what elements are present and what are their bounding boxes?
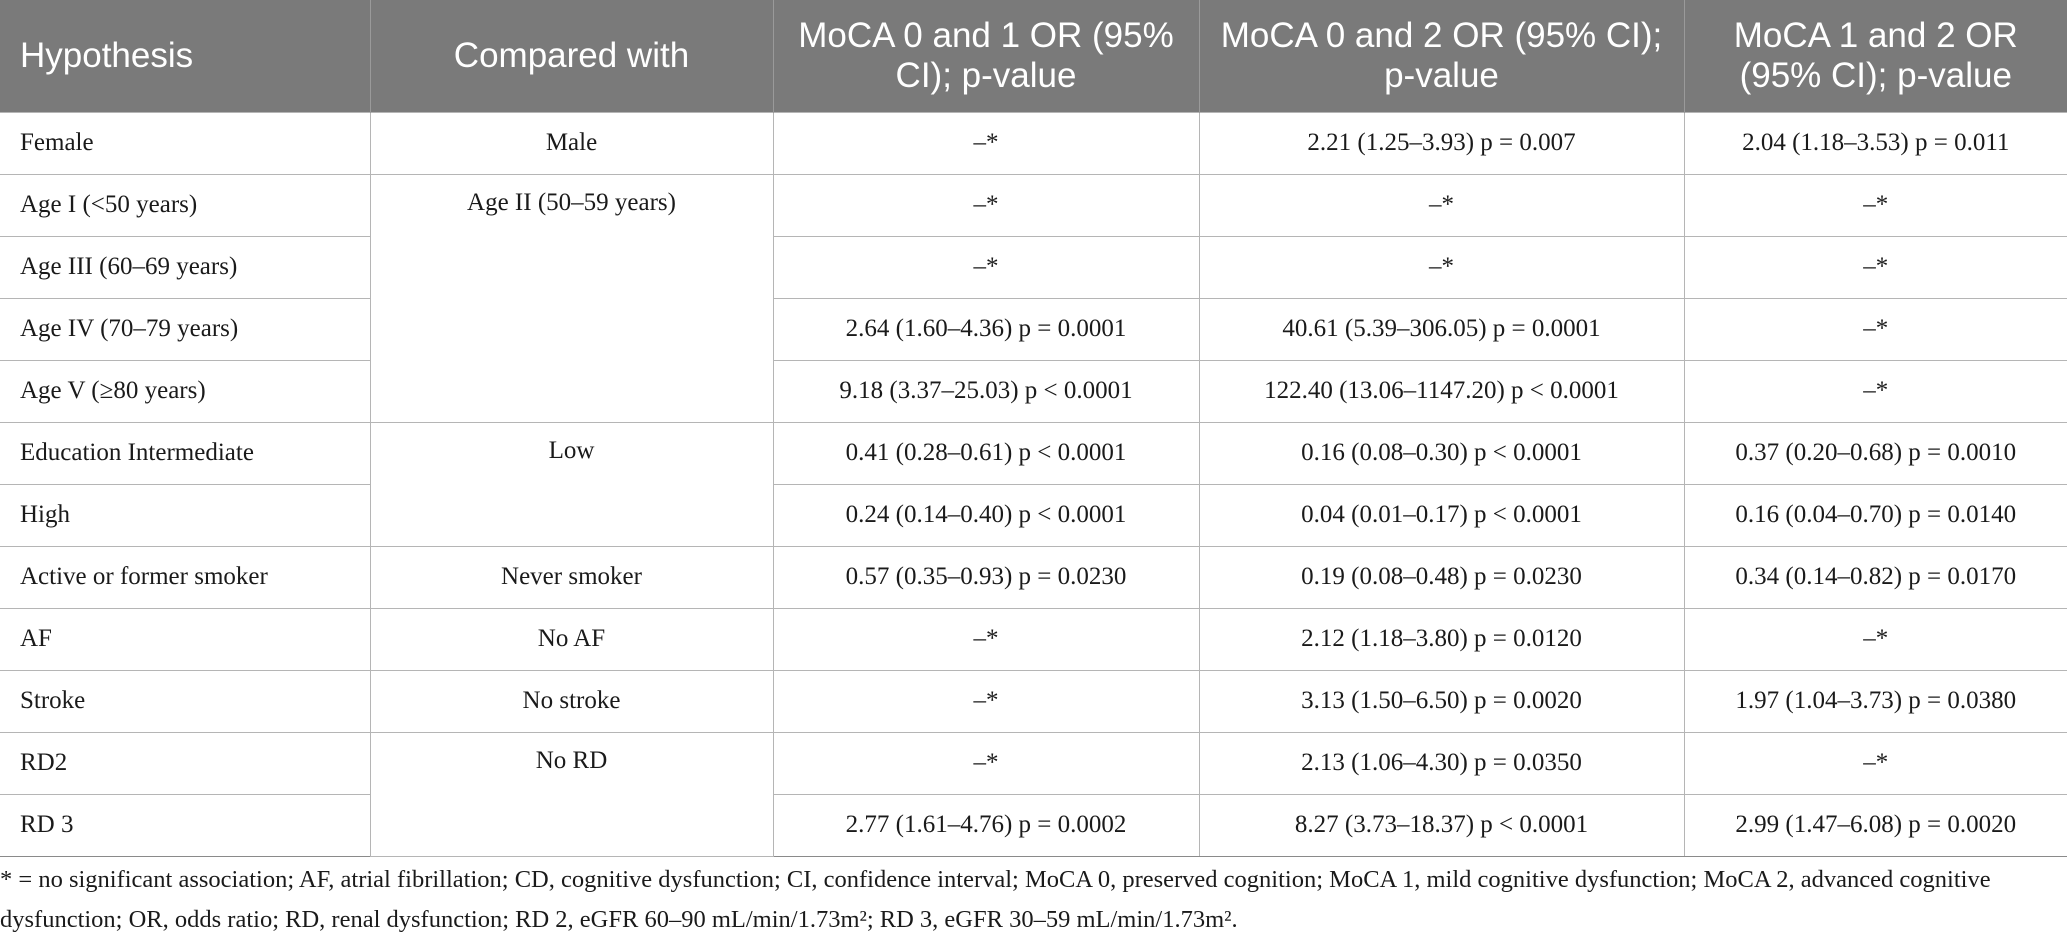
- moca-0-1-cell: –*: [772, 607, 1200, 671]
- moca-0-1-cell: 2.77 (1.61–4.76) p = 0.0002: [772, 793, 1200, 857]
- table-row: Active or former smoker Never smoker 0.5…: [0, 545, 2067, 609]
- moca-1-2-cell: –*: [1683, 297, 2067, 361]
- table-row: AF No AF –* 2.12 (1.18–3.80) p = 0.0120 …: [0, 607, 2067, 671]
- moca-0-2-cell: 0.19 (0.08–0.48) p = 0.0230: [1198, 545, 1685, 609]
- moca-1-2-cell: –*: [1683, 607, 2067, 671]
- moca-1-2-cell: –*: [1683, 359, 2067, 423]
- moca-0-2-cell: –*: [1198, 235, 1685, 299]
- moca-1-2-cell: 0.37 (0.20–0.68) p = 0.0010: [1683, 421, 2067, 485]
- table-row: RD 3 2.77 (1.61–4.76) p = 0.0002 8.27 (3…: [0, 793, 2067, 857]
- table-row: RD2 No RD –* 2.13 (1.06–4.30) p = 0.0350…: [0, 731, 2067, 857]
- table-row: Education Intermediate Low 0.41 (0.28–0.…: [0, 421, 2067, 547]
- moca-0-1-cell: 9.18 (3.37–25.03) p < 0.0001: [772, 359, 1200, 423]
- moca-0-1-cell: –*: [772, 111, 1200, 175]
- hypothesis-cell: Age I (<50 years): [0, 173, 371, 237]
- table-container: Hypothesis Compared with MoCA 0 and 1 OR…: [0, 0, 2067, 857]
- hypothesis-cell: High: [0, 483, 371, 547]
- compared-with-cell: No AF: [369, 607, 774, 671]
- hypothesis-cell: Age III (60–69 years): [0, 235, 371, 299]
- moca-1-2-cell: 2.04 (1.18–3.53) p = 0.011: [1683, 111, 2067, 175]
- moca-1-2-cell: 2.99 (1.47–6.08) p = 0.0020: [1683, 793, 2067, 857]
- table-row: Stroke No stroke –* 3.13 (1.50–6.50) p =…: [0, 669, 2067, 733]
- hypothesis-cell: Female: [0, 111, 371, 175]
- table-row: Age III (60–69 years) –* –* –*: [0, 235, 2067, 299]
- moca-0-2-cell: 3.13 (1.50–6.50) p = 0.0020: [1198, 669, 1685, 733]
- compared-with-cell: Never smoker: [369, 545, 774, 609]
- table-row: Female Male –* 2.21 (1.25–3.93) p = 0.00…: [0, 111, 2067, 175]
- hypothesis-cell: AF: [0, 607, 371, 671]
- moca-0-2-cell: 8.27 (3.73–18.37) p < 0.0001: [1198, 793, 1685, 857]
- header-moca-0-1: MoCA 0 and 1 OR (95% CI); p-value: [772, 0, 1199, 112]
- moca-1-2-cell: 1.97 (1.04–3.73) p = 0.0380: [1683, 669, 2067, 733]
- moca-1-2-cell: –*: [1683, 731, 2067, 795]
- moca-0-2-cell: 0.04 (0.01–0.17) p < 0.0001: [1198, 483, 1685, 547]
- table-row: Age V (≥80 years) 9.18 (3.37–25.03) p < …: [0, 359, 2067, 423]
- hypothesis-cell: RD 3: [0, 793, 371, 857]
- moca-0-2-cell: 122.40 (13.06–1147.20) p < 0.0001: [1198, 359, 1685, 423]
- header-row: Hypothesis Compared with MoCA 0 and 1 OR…: [0, 0, 2067, 112]
- header-compared-with: Compared with: [369, 0, 773, 112]
- moca-0-1-cell: 2.64 (1.60–4.36) p = 0.0001: [772, 297, 1200, 361]
- compared-with-cell: No stroke: [369, 669, 774, 733]
- moca-0-1-cell: –*: [772, 235, 1200, 299]
- moca-0-2-cell: –*: [1198, 173, 1685, 237]
- hypothesis-cell: Stroke: [0, 669, 371, 733]
- moca-0-1-cell: 0.24 (0.14–0.40) p < 0.0001: [772, 483, 1200, 547]
- hypothesis-cell: Active or former smoker: [0, 545, 371, 609]
- moca-0-2-cell: 2.13 (1.06–4.30) p = 0.0350: [1198, 731, 1685, 795]
- moca-1-2-cell: –*: [1683, 235, 2067, 299]
- table-row: High 0.24 (0.14–0.40) p < 0.0001 0.04 (0…: [0, 483, 2067, 547]
- table-row: Age I (<50 years) Age II (50–59 years) –…: [0, 173, 2067, 423]
- table-footnote: * = no significant association; AF, atri…: [0, 866, 1991, 933]
- hypothesis-cell: RD2: [0, 731, 371, 795]
- compared-with-cell: Low: [369, 421, 774, 547]
- compared-with-cell: No RD: [369, 731, 774, 857]
- moca-0-1-cell: 0.41 (0.28–0.61) p < 0.0001: [772, 421, 1200, 485]
- moca-1-2-cell: –*: [1683, 173, 2067, 237]
- moca-0-2-cell: 2.12 (1.18–3.80) p = 0.0120: [1198, 607, 1685, 671]
- moca-0-2-cell: 2.21 (1.25–3.93) p = 0.007: [1198, 111, 1685, 175]
- moca-0-1-cell: –*: [772, 669, 1200, 733]
- table-row: Age IV (70–79 years) 2.64 (1.60–4.36) p …: [0, 297, 2067, 361]
- moca-1-2-cell: 0.34 (0.14–0.82) p = 0.0170: [1683, 545, 2067, 609]
- header-moca-0-2: MoCA 0 and 2 OR (95% CI); p-value: [1198, 0, 1684, 112]
- moca-1-2-cell: 0.16 (0.04–0.70) p = 0.0140: [1683, 483, 2067, 547]
- header-hypothesis: Hypothesis: [0, 0, 370, 112]
- moca-0-2-cell: 0.16 (0.08–0.30) p < 0.0001: [1198, 421, 1685, 485]
- moca-0-1-cell: –*: [772, 173, 1200, 237]
- hypothesis-cell: Age IV (70–79 years): [0, 297, 371, 361]
- hypothesis-cell: Age V (≥80 years): [0, 359, 371, 423]
- header-moca-1-2: MoCA 1 and 2 OR (95% CI); p-value: [1683, 0, 2067, 112]
- moca-0-1-cell: 0.57 (0.35–0.93) p = 0.0230: [772, 545, 1200, 609]
- compared-with-cell: Male: [369, 111, 774, 175]
- moca-0-1-cell: –*: [772, 731, 1200, 795]
- compared-with-cell: Age II (50–59 years): [369, 173, 774, 423]
- moca-0-2-cell: 40.61 (5.39–306.05) p = 0.0001: [1198, 297, 1685, 361]
- results-table: Hypothesis Compared with MoCA 0 and 1 OR…: [0, 0, 2067, 857]
- hypothesis-cell: Education Intermediate: [0, 421, 371, 485]
